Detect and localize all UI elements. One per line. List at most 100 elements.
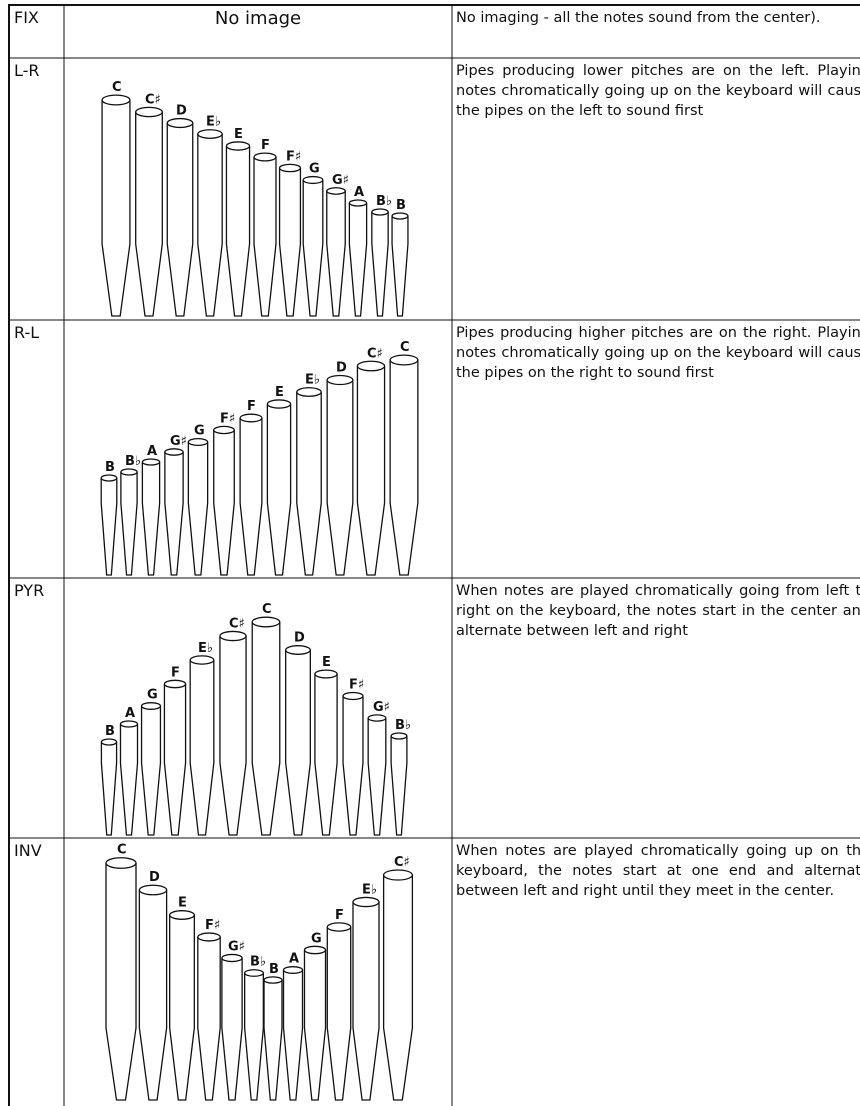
note-label: A — [125, 706, 135, 721]
pipe — [141, 462, 161, 576]
note-label: E — [322, 655, 331, 670]
note-label: E — [275, 385, 284, 400]
pipe-top — [389, 354, 419, 366]
pipe — [251, 622, 281, 836]
note-label: C — [400, 340, 410, 355]
note-label: G♯ — [228, 939, 245, 954]
pipe — [302, 180, 324, 317]
pipe-top — [342, 691, 364, 701]
pipe — [296, 392, 322, 576]
pipe — [189, 660, 215, 836]
pipe-top — [219, 630, 247, 642]
note-label: F — [171, 665, 180, 680]
note-label: E — [178, 896, 187, 911]
pipe — [197, 937, 221, 1101]
note-label: B — [396, 198, 406, 213]
pipe-top — [119, 720, 139, 728]
note-label: B♭ — [250, 955, 266, 970]
pipe-top — [166, 117, 194, 129]
pipe-top — [100, 738, 118, 746]
pipe-top — [164, 448, 184, 456]
note-label: C♯ — [229, 616, 245, 631]
row-code: PYR — [14, 581, 45, 600]
note-label: A — [147, 444, 157, 459]
pipe — [326, 191, 346, 317]
pipe — [169, 915, 195, 1101]
pipe-top — [100, 474, 118, 482]
pipe-top — [239, 413, 263, 423]
note-label: E♭ — [305, 373, 320, 388]
note-label: C♯ — [394, 855, 410, 870]
pipe-top — [101, 94, 131, 106]
pipe-top — [187, 437, 209, 447]
row-description: Pipes producing higher pitches are on th… — [456, 325, 860, 381]
pipe-top — [296, 387, 322, 397]
pipe-top — [314, 669, 338, 679]
pipe-top — [213, 425, 235, 435]
pipe — [389, 360, 419, 576]
note-label: E♭ — [198, 641, 213, 656]
pipe — [120, 472, 138, 576]
note-label: G — [194, 424, 205, 439]
pipe — [119, 724, 139, 836]
pipe — [285, 650, 311, 836]
pipe — [221, 958, 243, 1101]
note-label: F — [261, 138, 270, 153]
pipe-top — [253, 152, 277, 162]
note-label: G♯ — [332, 173, 349, 188]
pipe-top — [356, 360, 386, 372]
note-label: B♭ — [125, 454, 141, 469]
pipe-top — [303, 945, 327, 955]
note-label: B — [269, 962, 279, 977]
pipe-top — [251, 616, 281, 628]
pipe — [187, 442, 209, 576]
pipe — [213, 430, 235, 576]
pipe-top — [382, 869, 414, 881]
row-code: INV — [14, 841, 42, 860]
note-label: E — [234, 127, 243, 142]
pipe — [105, 863, 137, 1101]
pipe — [140, 706, 162, 836]
note-label: A — [354, 185, 364, 200]
pipe — [163, 684, 187, 836]
pipe-top — [120, 468, 138, 476]
pipe — [100, 742, 118, 836]
row-description: When notes are played chromatically goin… — [456, 583, 860, 639]
note-label: A — [289, 952, 299, 967]
note-label: F♯ — [349, 678, 364, 693]
row-code: L-R — [14, 61, 40, 80]
note-label: G — [311, 931, 322, 946]
note-label: F♯ — [286, 149, 301, 164]
pipe — [166, 123, 194, 317]
pipe-top — [390, 732, 408, 740]
pipe — [239, 418, 263, 576]
note-label: F — [335, 908, 344, 923]
pipe-top — [105, 857, 137, 869]
pipe-top — [197, 932, 221, 942]
pipe — [382, 875, 414, 1101]
pipe-top — [348, 199, 368, 207]
note-label: F — [247, 399, 256, 414]
pipe — [100, 478, 118, 576]
pipe-top — [263, 976, 283, 984]
note-label: C♯ — [145, 92, 161, 107]
pipe-top — [244, 969, 264, 977]
pipe — [348, 203, 368, 317]
pipe-top — [135, 106, 163, 118]
pipe-top — [282, 966, 304, 974]
pipe-top — [352, 896, 380, 908]
pipe-top — [169, 910, 195, 920]
note-label: F♯ — [205, 918, 220, 933]
pipe — [326, 380, 354, 576]
pipe-top — [141, 458, 161, 466]
row-code: FIX — [14, 8, 39, 27]
note-label: B♭ — [376, 194, 392, 209]
note-label: D — [176, 104, 187, 119]
pipe — [326, 927, 352, 1101]
row-code: R-L — [14, 323, 40, 342]
pipe-top — [391, 212, 409, 220]
pipe — [371, 212, 389, 317]
note-label: E♭ — [362, 882, 377, 897]
